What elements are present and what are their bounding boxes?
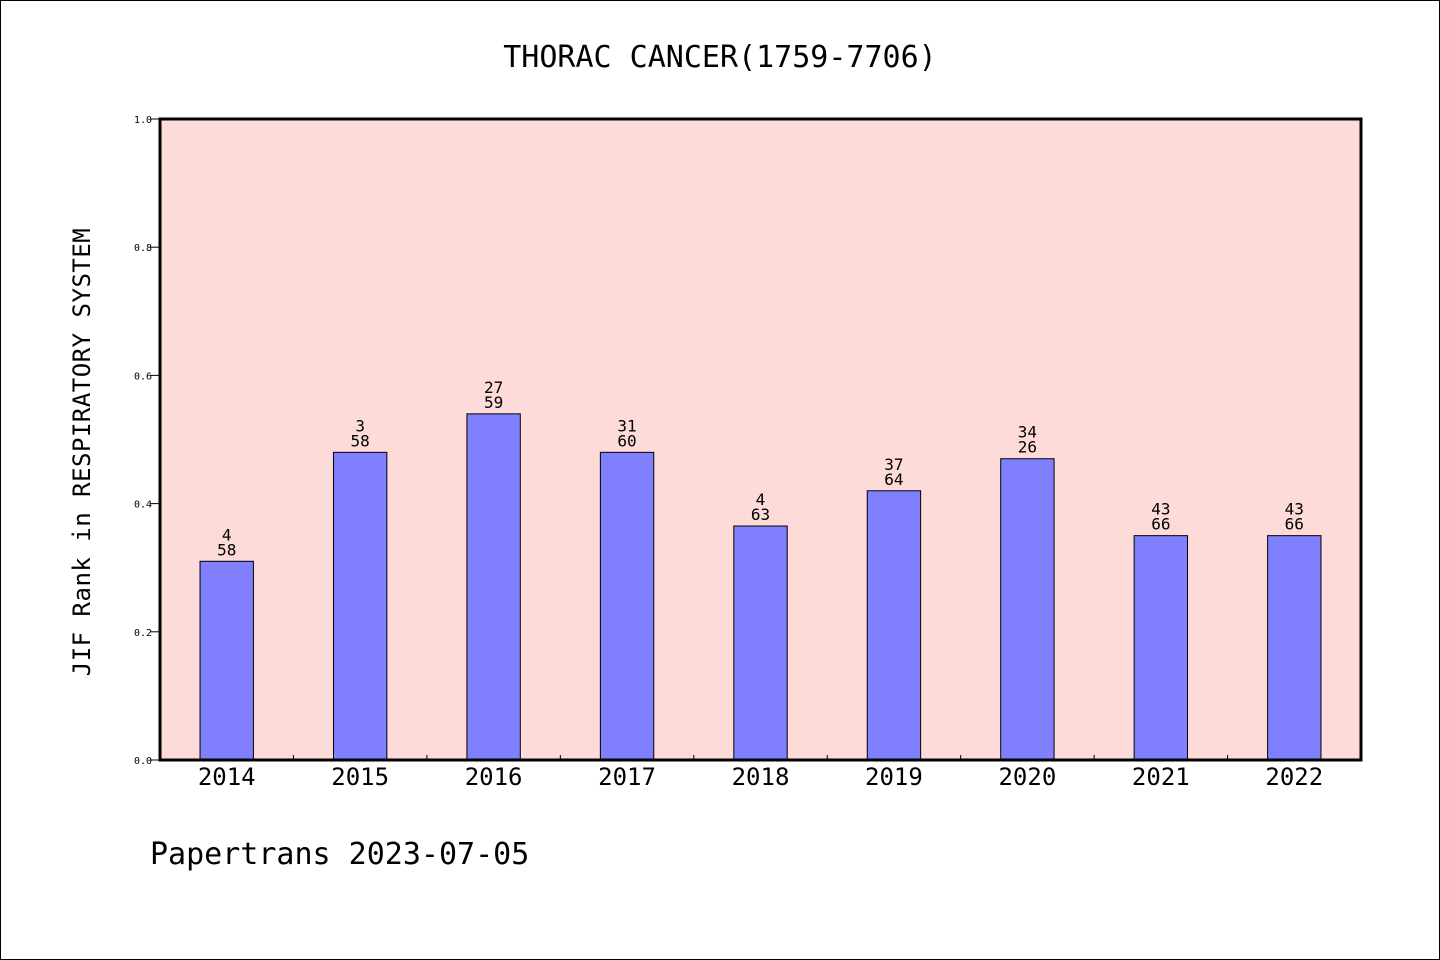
bar-2015 [332, 451, 388, 761]
bar-label-rank-2014: 4 [222, 525, 232, 544]
bar-2017 [599, 451, 655, 761]
bar-label-rank-2018: 4 [756, 490, 766, 509]
y-tick-label: 0.2 [134, 628, 152, 639]
bar-label-total-2017: 60 [617, 431, 636, 450]
x-tick-label-2018: 2018 [732, 763, 790, 791]
bar-label-total-2014: 58 [217, 540, 236, 559]
bar-label-total-2018: 63 [751, 505, 770, 524]
bar-label-rank-2020: 34 [1018, 423, 1037, 442]
bar-2019 [866, 490, 922, 761]
y-axis-label: JIF Rank in RESPIRATORY SYSTEM [68, 228, 96, 676]
y-ticks-group: 0.0 0.2 0.4 0.6 0.8 1.0 [134, 115, 160, 767]
bar-label-total-2016: 59 [484, 393, 503, 412]
x-tick-label-2021: 2021 [1132, 763, 1190, 791]
bar-2020 [1000, 458, 1055, 761]
bar-2018 [733, 525, 788, 761]
bar-label-rank-2016: 27 [484, 378, 503, 397]
bar-label-rank-2015: 3 [355, 416, 365, 435]
y-tick-label: 1.0 [134, 115, 152, 126]
footer-credit: Papertrans 2023-07-05 [150, 837, 529, 872]
x-tick-label-2022: 2022 [1265, 763, 1323, 791]
bar-label-total-2015: 58 [351, 431, 370, 450]
chart-title: THORAC CANCER(1759-7706) [503, 40, 936, 75]
bar-label-total-2021: 66 [1151, 515, 1170, 534]
bar-2014 [199, 560, 254, 761]
x-tick-label-2017: 2017 [598, 763, 656, 791]
x-tick-label-2020: 2020 [998, 763, 1056, 791]
y-tick-label: 0.6 [134, 371, 152, 382]
x-tick-label-2015: 2015 [331, 763, 389, 791]
x-ticks-group: 2014 2015 2016 2017 2018 2019 2020 2021 2022 [198, 755, 1323, 791]
bar-label-total-2020: 26 [1018, 438, 1037, 457]
x-tick-label-2016: 2016 [465, 763, 523, 791]
x-tick-label-2014: 2014 [198, 763, 256, 791]
y-tick-label: 0.0 [134, 756, 152, 767]
y-tick-label: 0.8 [134, 243, 152, 254]
x-tick-label-2019: 2019 [865, 763, 923, 791]
plot-border [158, 117, 1363, 762]
bar-label-total-2022: 66 [1285, 515, 1304, 534]
y-tick-label: 0.4 [134, 500, 152, 511]
bar-label-rank-2017: 31 [617, 416, 636, 435]
bar-label-rank-2021: 43 [1151, 500, 1170, 519]
bar-label-rank-2022: 43 [1285, 500, 1304, 519]
bar-2021 [1133, 535, 1189, 761]
bar-2022 [1267, 535, 1322, 761]
bar-2016 [466, 413, 521, 761]
bars-group [199, 413, 1322, 761]
bar-label-rank-2019: 37 [884, 455, 903, 474]
bar-label-total-2019: 64 [884, 470, 903, 489]
